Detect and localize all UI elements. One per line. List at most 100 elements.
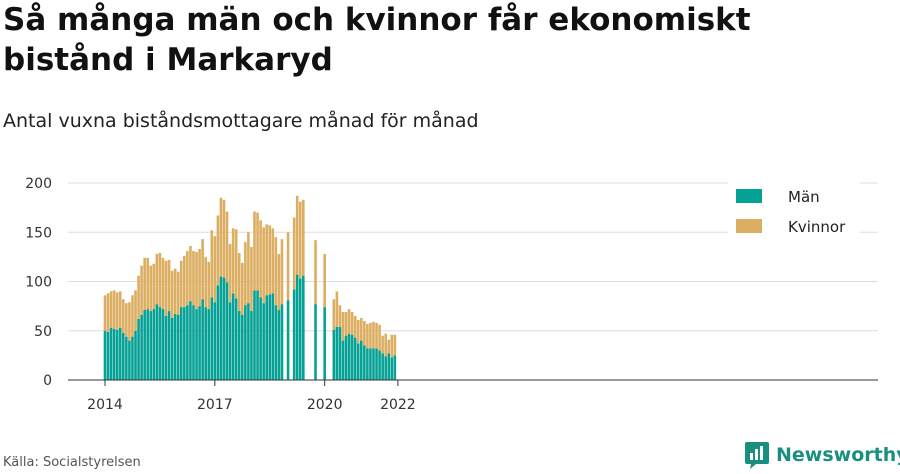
bar-men [268,294,272,380]
bar-women [387,339,391,354]
legend-swatch-women [736,219,762,233]
bar-women [286,232,290,301]
bar-men [176,314,180,380]
source-note: Källa: Socialstyrelsen [3,455,141,470]
bar-women [259,220,262,298]
bar-women [369,322,372,349]
bar-men [149,311,153,380]
bar-women [271,228,275,294]
bar-men [356,343,360,381]
bar-women [167,259,171,312]
bar-men [241,314,244,380]
bar-women [262,227,265,304]
bar-women [152,263,156,310]
bar-women [323,253,326,308]
bar-men [225,282,229,381]
bar-men [378,350,381,380]
bar-men [146,309,150,380]
bar-men [393,355,397,381]
bar-men [134,330,137,380]
bar-women [128,302,131,341]
bar-women [363,320,366,346]
bar-women [344,312,348,336]
bar-men [359,340,363,380]
bar-men [213,302,217,380]
bar-women [186,250,189,306]
bar-men [280,304,284,380]
bar-women [378,324,381,351]
bar-women [170,270,174,318]
bar-women [176,271,180,315]
bar-women [338,305,342,327]
bar-men [167,311,171,380]
bar-men [192,305,195,380]
bar-men [173,314,177,380]
bar-men [186,305,189,380]
bar-women [244,242,247,306]
bar-men [366,348,369,380]
legend: Män Kvinnor [728,181,860,241]
bar-men [228,302,232,380]
chart-title: Så många män och kvinnor får ekonomiskt … [3,2,751,78]
bar-men [207,309,211,380]
bar-women [225,211,229,283]
bar-women [106,293,110,332]
bar-women [277,253,281,311]
y-tick-label: 200 [25,176,52,192]
bar-women [353,315,357,338]
bar-men [115,329,119,380]
bar-women [134,290,137,331]
bar-men [314,304,317,380]
bar-men [183,307,186,380]
bar-women [207,261,211,310]
bar-men [201,299,204,380]
bar-men [103,330,107,380]
bar-women [234,229,238,299]
bar-women [149,265,153,312]
bar-men [271,293,275,380]
bar-women [280,239,284,305]
bar-women [347,309,351,334]
bar-men [137,318,140,380]
bar-women [143,257,146,311]
bar-men [286,300,290,380]
bar-men [219,276,223,380]
bar-men [335,326,339,380]
bar-men [390,357,394,381]
bar-women [173,268,177,314]
bar-women [350,312,354,335]
bar-women [201,239,204,300]
bar-women [265,224,268,296]
bar-women [109,291,113,328]
bar-men [106,331,110,381]
y-tick-label: 100 [25,275,52,291]
bar-women [366,323,369,349]
bar-women [195,251,198,310]
bar-men [128,340,131,380]
bar-women [241,262,244,315]
bar-men [164,315,168,381]
bar-men [277,310,281,380]
bar-men [295,274,299,380]
bar-men [332,329,336,380]
bar-women [222,199,226,278]
y-axis-ticks: 0 50 100 150 200 [25,176,52,389]
bar-men [298,278,302,380]
bar-men [323,307,326,380]
bar-women [219,197,223,277]
bar-men [152,309,156,380]
bar-women [179,260,183,308]
bar-women [237,252,241,312]
legend-label-men: Män [788,188,820,206]
bar-men [341,340,345,380]
bar-men [189,301,192,380]
bar-men [372,348,375,380]
bar-women [332,299,336,330]
legend-label-women: Kvinnor [788,218,846,236]
newsworthy-logo[interactable]: Newsworthy [744,440,900,470]
bar-men [155,304,159,380]
bar-women [381,335,384,354]
bar-women [375,322,378,349]
bar-women [292,217,296,290]
bar-women [131,295,134,337]
